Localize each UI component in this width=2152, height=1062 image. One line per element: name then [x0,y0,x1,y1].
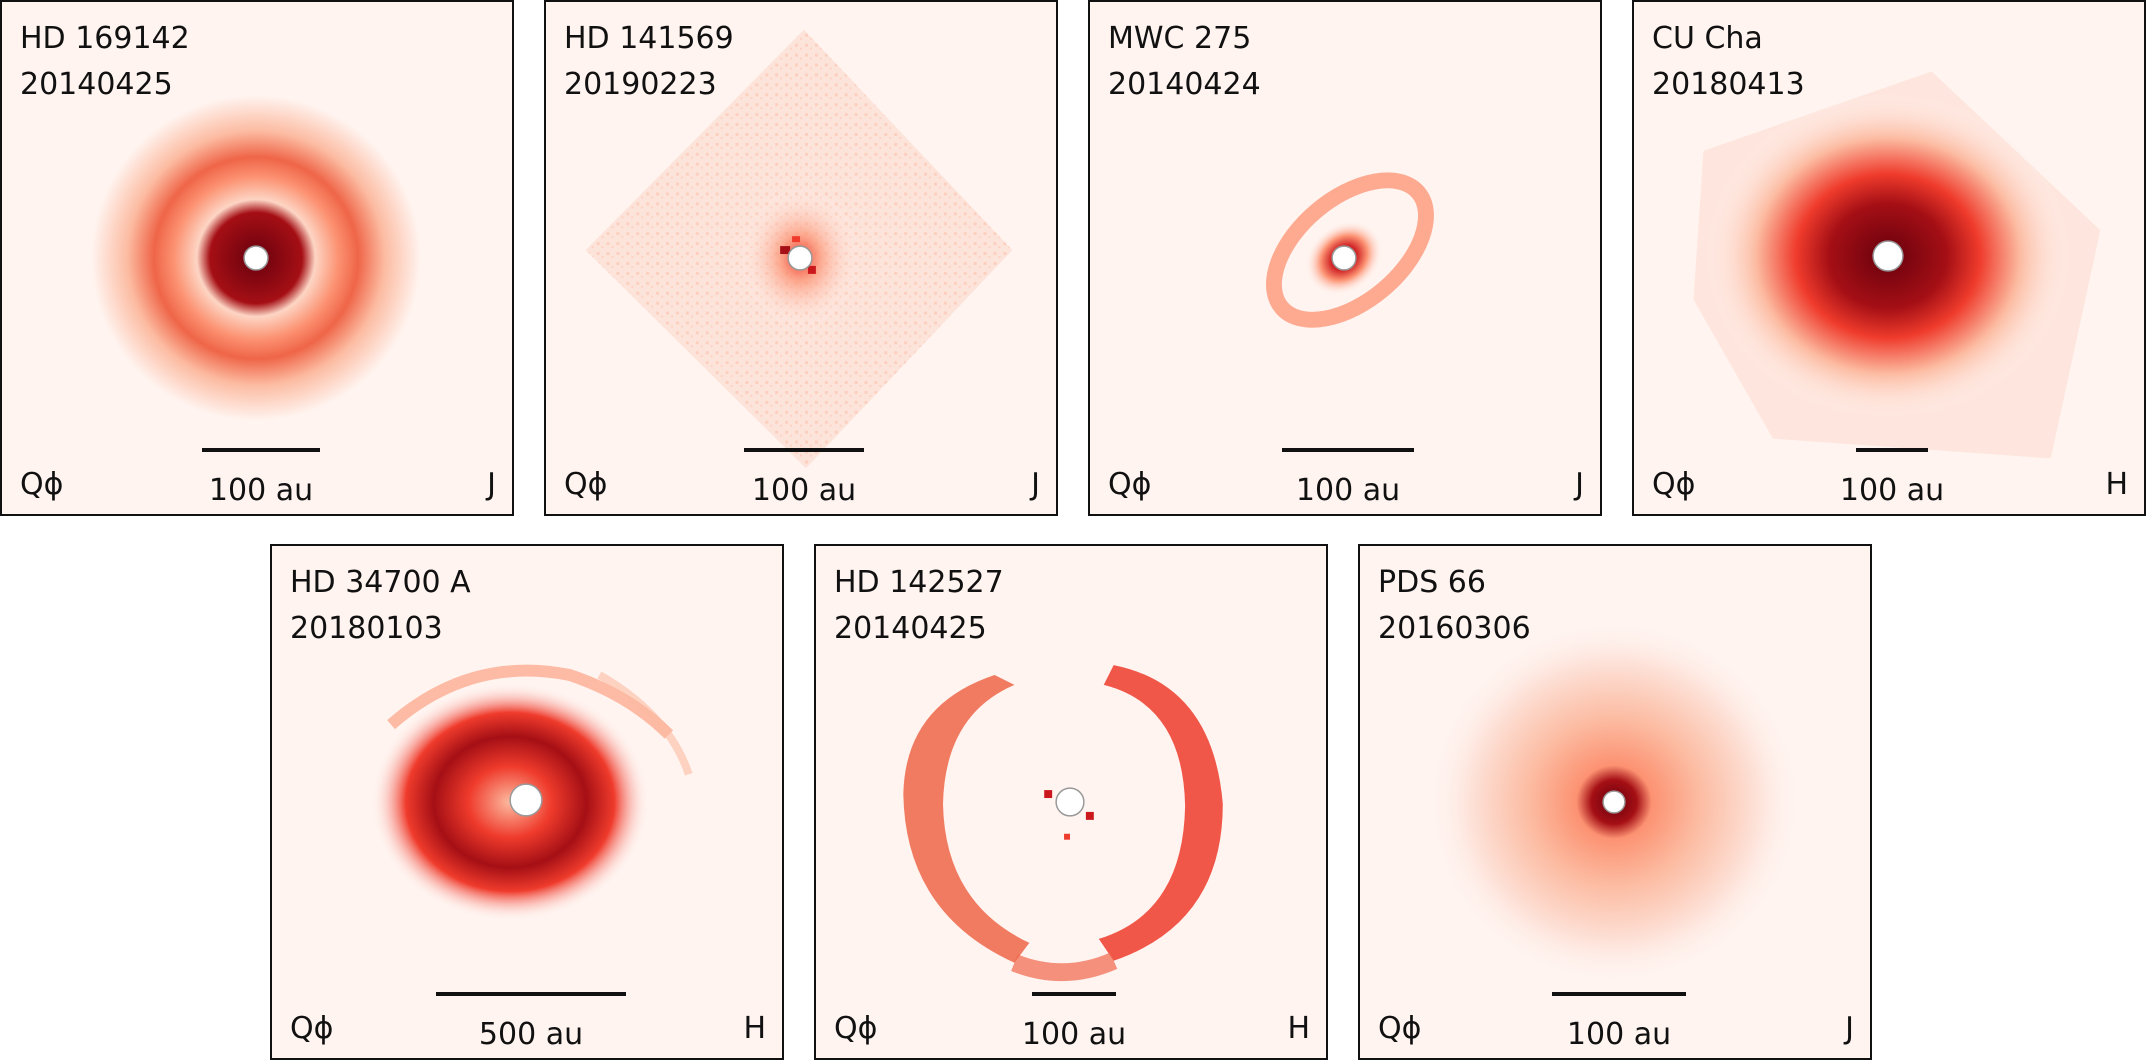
scale-bar-label: 500 au [478,1017,584,1052]
scale-bar-label: 100 au [208,473,314,508]
target-name: HD 141569 [564,21,734,56]
band-label: J [1031,467,1040,502]
scale-bar-label: 100 au [1566,1017,1672,1052]
target-name: CU Cha [1652,21,1763,56]
target-name: PDS 66 [1378,565,1486,600]
scale-bar [1552,992,1686,996]
scale-bar-label: 100 au [1839,473,1945,508]
disk-image [1266,172,1434,328]
coronagraph-mask [787,245,813,271]
panel-pds66: PDS 66 20160306 Qϕ 100 au J [1358,544,1872,1060]
west-arc [903,674,1030,963]
panel-cucha: CU Cha 20180413 Qϕ 100 au H [1632,0,2146,516]
band-label: H [1287,1011,1310,1046]
coronagraph-mask [1872,240,1904,272]
observation-date: 20180103 [290,611,443,646]
coronagraph-mask [1602,790,1626,814]
disk-image [91,95,421,421]
observation-date: 20140425 [20,67,173,102]
polarization-label: Qϕ [1108,467,1152,502]
east-arc [1098,665,1223,961]
observation-date: 20190223 [564,67,717,102]
observation-date: 20140424 [1108,67,1261,102]
target-name: HD 34700 A [290,565,471,600]
band-label: J [487,467,496,502]
disk-image [1693,71,2101,459]
band-label: J [1575,467,1584,502]
observation-date: 20180413 [1652,67,1805,102]
scale-bar [1856,448,1928,452]
polarization-label: Qϕ [564,467,608,502]
observation-date: 20160306 [1378,611,1531,646]
target-name: MWC 275 [1108,21,1252,56]
band-label: H [2105,467,2128,502]
disk-image [371,664,693,922]
disk-image [585,29,1013,469]
coronagraph-mask [509,783,543,817]
panel-hd169142: HD 169142 20140425 Qϕ 100 au J [0,0,514,516]
coronagraph-mask [1055,787,1085,817]
outer-ring [1266,172,1434,328]
spiral-arm [387,664,674,739]
scale-bar [436,992,626,996]
scale-bar [202,448,320,452]
band-label: J [1845,1011,1854,1046]
coronagraph-mask [1331,245,1357,271]
panel-hd142527: HD 142527 20140425 Qϕ 100 au H [814,544,1328,1060]
panel-mwc275: MWC 275 20140424 Qϕ 100 au J [1088,0,1602,516]
scale-bar-label: 100 au [751,473,857,508]
observation-date: 20140425 [834,611,987,646]
scale-bar-label: 100 au [1021,1017,1127,1052]
scale-bar [1032,992,1116,996]
panel-hd141569: HD 141569 20190223 Qϕ 100 au J [544,0,1058,516]
disk-image [903,665,1223,982]
polarization-label: Qϕ [290,1011,334,1046]
polarization-label: Qϕ [834,1011,878,1046]
band-label: H [743,1011,766,1046]
target-name: HD 169142 [20,21,190,56]
scale-bar [1282,448,1414,452]
panel-hd34700a: HD 34700 A 20180103 Qϕ 500 au H [270,544,784,1060]
coronagraph-mask [243,245,269,271]
disk-image [1425,618,1803,986]
polarization-label: Qϕ [1652,467,1696,502]
scale-bar [744,448,864,452]
polarization-label: Qϕ [20,467,64,502]
scale-bar-label: 100 au [1295,473,1401,508]
polarization-label: Qϕ [1378,1011,1422,1046]
target-name: HD 142527 [834,565,1004,600]
